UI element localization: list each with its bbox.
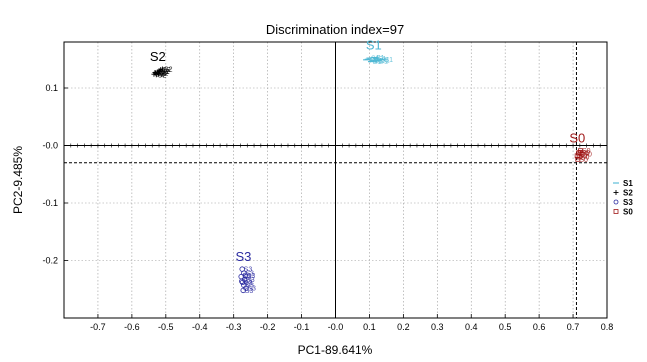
data-point-label: S3 bbox=[244, 280, 253, 287]
x-tick-label: 0.5 bbox=[499, 322, 512, 332]
x-tick-label: -0.6 bbox=[124, 322, 140, 332]
y-tick-label: 0.1 bbox=[45, 83, 58, 93]
x-tick-label: -0.3 bbox=[226, 322, 242, 332]
legend-marker bbox=[613, 199, 619, 205]
data-point-label: S2 bbox=[160, 71, 169, 78]
x-tick-label: 0.7 bbox=[567, 322, 580, 332]
data-point-label: S2 bbox=[159, 69, 168, 76]
x-tick-label: 0.4 bbox=[465, 322, 478, 332]
y-tick-label: -0.2 bbox=[42, 256, 58, 266]
data-point-s3 bbox=[239, 278, 245, 284]
data-points: S1S1S1S1S1S1S1S1S1S1S2S2S2S2S2S2S2S2S2S2… bbox=[151, 55, 592, 295]
data-point-label: S0 bbox=[581, 155, 590, 162]
data-point-label: S1 bbox=[376, 55, 385, 62]
y-tick-label: -0.0 bbox=[42, 141, 58, 151]
data-point-label: S0 bbox=[579, 157, 588, 164]
group-label-s3: S3 bbox=[235, 249, 251, 264]
chart-title: Discrimination index=97 bbox=[266, 22, 404, 37]
x-tick-label: -0.4 bbox=[192, 322, 208, 332]
data-point-label: S3 bbox=[245, 288, 254, 295]
data-point-label: S2 bbox=[161, 68, 170, 75]
legend-item-s1: S1 bbox=[613, 179, 633, 188]
x-tick-label: 0.8 bbox=[601, 322, 614, 332]
data-point-s3 bbox=[242, 272, 248, 279]
data-point-s2 bbox=[155, 71, 161, 77]
data-point-label: S0 bbox=[580, 150, 589, 157]
x-tick-label: 0.6 bbox=[533, 322, 546, 332]
y-axis-title: PC2-9.485% bbox=[11, 146, 25, 214]
data-point-s2 bbox=[152, 69, 158, 75]
legend-label: S2 bbox=[623, 189, 633, 198]
legend-item-s2: S2 bbox=[613, 189, 633, 198]
data-point-label: S3 bbox=[245, 271, 254, 278]
data-point-s0 bbox=[576, 150, 581, 156]
legend-label: S1 bbox=[623, 179, 633, 188]
tick-labels: -0.7 -0.6 -0.5 -0.4 -0.3 -0.2 -0.1 -0.0 0.1 0.2 0.… bbox=[42, 83, 613, 332]
data-point-s0 bbox=[579, 151, 585, 157]
legend-item-s0: S0 bbox=[613, 208, 633, 217]
data-point-label: S2 bbox=[161, 69, 170, 76]
data-point-label: S3 bbox=[247, 273, 256, 280]
legend-marker bbox=[613, 209, 619, 214]
x-tick-label: -0.7 bbox=[90, 322, 106, 332]
x-tick-label: -0.0 bbox=[328, 322, 344, 332]
data-point-s2 bbox=[159, 66, 165, 72]
data-point-label: S1 bbox=[381, 57, 390, 64]
data-point-label: S0 bbox=[581, 150, 590, 157]
data-point-label: S0 bbox=[582, 148, 591, 155]
x-axis-title: PC1-89.641% bbox=[298, 343, 373, 357]
data-point-label: S1 bbox=[385, 57, 394, 64]
data-point-label: S3 bbox=[245, 283, 254, 290]
data-point-label: S0 bbox=[579, 153, 588, 160]
legend-marker bbox=[613, 190, 619, 195]
group-labels: S1 S2 S3 S0 bbox=[150, 38, 585, 265]
legend-item-s3: S3 bbox=[613, 198, 633, 207]
data-point-label: S1 bbox=[379, 58, 388, 65]
x-tick-label: 0.1 bbox=[363, 322, 376, 332]
group-label-s0: S0 bbox=[569, 131, 585, 146]
data-point-s3 bbox=[239, 279, 246, 286]
data-point-label: S3 bbox=[246, 277, 255, 284]
x-tick-label: 0.3 bbox=[431, 322, 444, 332]
data-point-label: S3 bbox=[243, 274, 252, 281]
legend-label: S0 bbox=[623, 208, 633, 217]
data-point-label: S2 bbox=[164, 67, 173, 74]
data-point-label: S3 bbox=[244, 267, 253, 274]
x-tick-label: -0.1 bbox=[294, 322, 310, 332]
axes bbox=[63, 42, 608, 318]
data-point-label: S2 bbox=[157, 71, 166, 78]
x-tick-label: -0.2 bbox=[260, 322, 276, 332]
data-point-label: S3 bbox=[243, 279, 252, 286]
data-point-label: S2 bbox=[155, 72, 164, 79]
data-point-label: S2 bbox=[158, 72, 167, 79]
y-tick-label: -0.1 bbox=[42, 198, 58, 208]
data-point-label: S1 bbox=[369, 57, 378, 64]
x-tick-label: -0.5 bbox=[158, 322, 174, 332]
data-point-s0 bbox=[575, 156, 581, 162]
x-tick-label: 0.2 bbox=[397, 322, 410, 332]
group-label-s2: S2 bbox=[150, 49, 166, 64]
data-point-label: S2 bbox=[162, 67, 171, 74]
group-label-s1: S1 bbox=[366, 38, 382, 53]
data-point-label: S1 bbox=[373, 59, 382, 66]
legend-label: S3 bbox=[623, 198, 633, 207]
reference-lines bbox=[64, 42, 607, 318]
data-point-label: S3 bbox=[247, 286, 256, 293]
data-point-label: S0 bbox=[583, 152, 592, 159]
data-point-s3 bbox=[240, 287, 246, 294]
